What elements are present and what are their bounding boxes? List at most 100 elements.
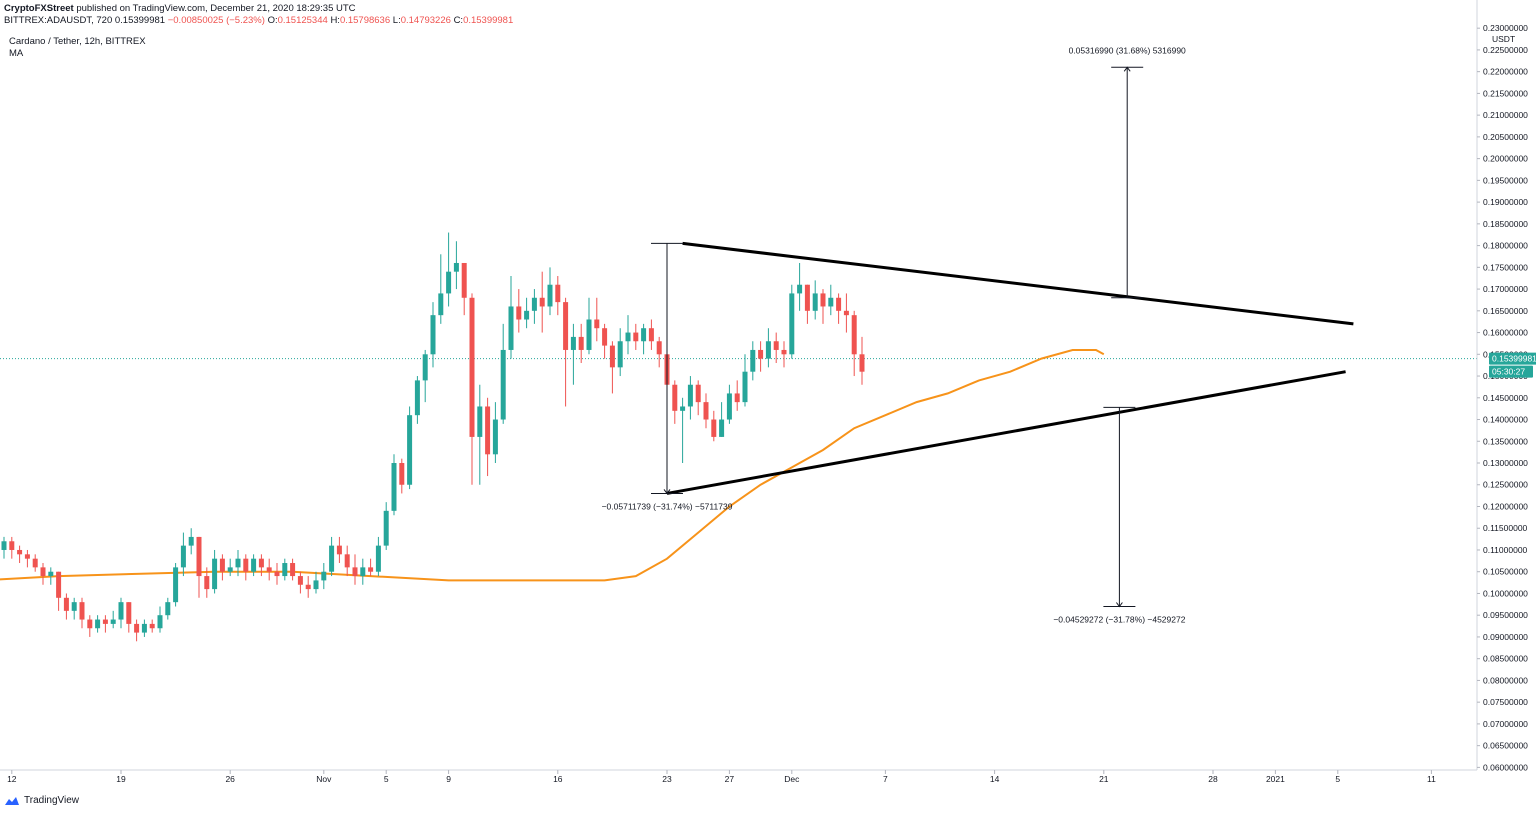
time-tick-label: 5 [384,774,389,784]
price-tick-label: 0.16000000 [1483,328,1528,338]
candle-body [321,571,327,581]
time-tick-label: 21 [1099,774,1109,784]
high-value: 0.15798636 [339,15,391,26]
price-axis[interactable]: 0.06000000 0.06500000 0.07000000 0.07500000… [1476,0,1536,772]
candle-body [391,463,397,511]
candle-body [79,602,85,620]
candle-body [414,380,420,416]
candle-body [17,549,23,555]
time-tick-label: 27 [725,774,735,784]
price-tick-label: 0.17500000 [1483,262,1528,272]
candle-body [578,336,584,350]
candle-body [797,284,803,294]
chart-legend: Cardano / Tether, 12h, BITTREX MA [9,36,146,60]
time-tick-label: 14 [990,774,1000,784]
candle-body [282,563,288,577]
candle-body [399,463,405,485]
measurements: 0.05316990 (31.68%) 5316990 −0.05711739 (… [602,45,1186,624]
candle-body [719,419,725,437]
candle-body [555,284,561,303]
candle-body [196,536,202,577]
candle-body [547,284,553,307]
target-up-measure-label: 0.05316990 (31.68%) 5316990 [1069,45,1186,55]
candle-body [765,341,771,359]
flagpole-measure-label: −0.05711739 (−31.74%) −5711739 [602,501,733,511]
candle-body [485,406,491,455]
candle-body [173,567,179,603]
candle-body [235,558,241,568]
flagpole-measure-arrowhead [663,489,671,495]
time-tick-label: 9 [446,774,451,784]
time-tick-label: Dec [784,774,800,784]
tradingview-icon [5,796,19,805]
candle-body [609,345,615,368]
triangle-upper-trendline [682,241,1354,326]
candle-body [71,602,77,611]
countdown-tag-text: 05:30:27 [1492,367,1525,377]
time-tick-label: 5 [1335,774,1340,784]
price-tick-label: 0.17000000 [1483,284,1528,294]
candle-body [251,558,257,572]
candle-body [212,558,218,590]
candle-body [695,384,701,403]
low-label: L: [392,15,401,26]
price-tick-label: 0.23000000 [1483,23,1528,33]
candle-body [812,293,818,311]
candle-body [703,402,709,420]
candle-body [180,545,186,568]
candle-body [851,315,857,355]
price-tick-label: 0.11500000 [1483,523,1528,533]
price-tick-label: 0.13500000 [1483,436,1528,446]
candle-body [680,406,686,411]
candle-body [469,297,475,437]
candle-body [102,619,108,624]
time-tick-label: 7 [883,774,888,784]
candle-body [126,602,132,624]
candle-body [1,541,7,550]
candle-body [687,384,693,407]
candle-body [63,597,69,611]
price-tick-label: 0.06000000 [1483,762,1528,772]
time-tick-label: 23 [662,774,672,784]
price-tick-label: 0.14500000 [1483,393,1528,403]
candle-body [602,328,608,346]
time-axis[interactable]: 12 19 26 Nov 5 9 16 23 27 Dec 7 14 21 28 2021 5 11 [0,769,1477,784]
candle-body [9,541,15,550]
target-down-measure-label: −0.04529272 (−31.78%) −4529272 [1053,615,1185,625]
candle-body [672,384,678,411]
candle-body [430,315,436,355]
candle-body [32,558,38,568]
candle-body [563,302,569,350]
candle-body [820,293,826,307]
candle-body [266,567,272,572]
trendlines [666,241,1354,495]
candle-body [570,336,576,350]
price-tick-label: 0.19000000 [1483,197,1528,207]
tradingview-logo[interactable]: TradingView [4,795,79,806]
candle-body [24,554,30,559]
candle-body [290,563,296,577]
candle-body [625,332,631,342]
candle-body [843,310,849,316]
candle-body [313,580,319,590]
candle-body [352,567,358,577]
price-tick-label: 0.06500000 [1483,741,1528,751]
price-tick-label: 0.20500000 [1483,132,1528,142]
candle-body [87,619,93,629]
price-tick-label: 0.20000000 [1483,154,1528,164]
publisher-name[interactable]: CryptoFXStreet [4,3,74,14]
candle-body [461,262,467,298]
open-label: O: [267,15,278,26]
candle-body [500,349,506,420]
candle-body [453,262,459,272]
candle-body [531,297,537,311]
high-label: H: [330,15,340,26]
legend-indicator-ma[interactable]: MA [9,48,24,59]
candle-body [141,623,147,633]
price-tick-label: 0.21500000 [1483,88,1528,98]
candle-body [750,349,756,372]
close-value: 0.15399981 [463,15,514,26]
candle-body [118,602,124,620]
candle-body [368,567,374,572]
